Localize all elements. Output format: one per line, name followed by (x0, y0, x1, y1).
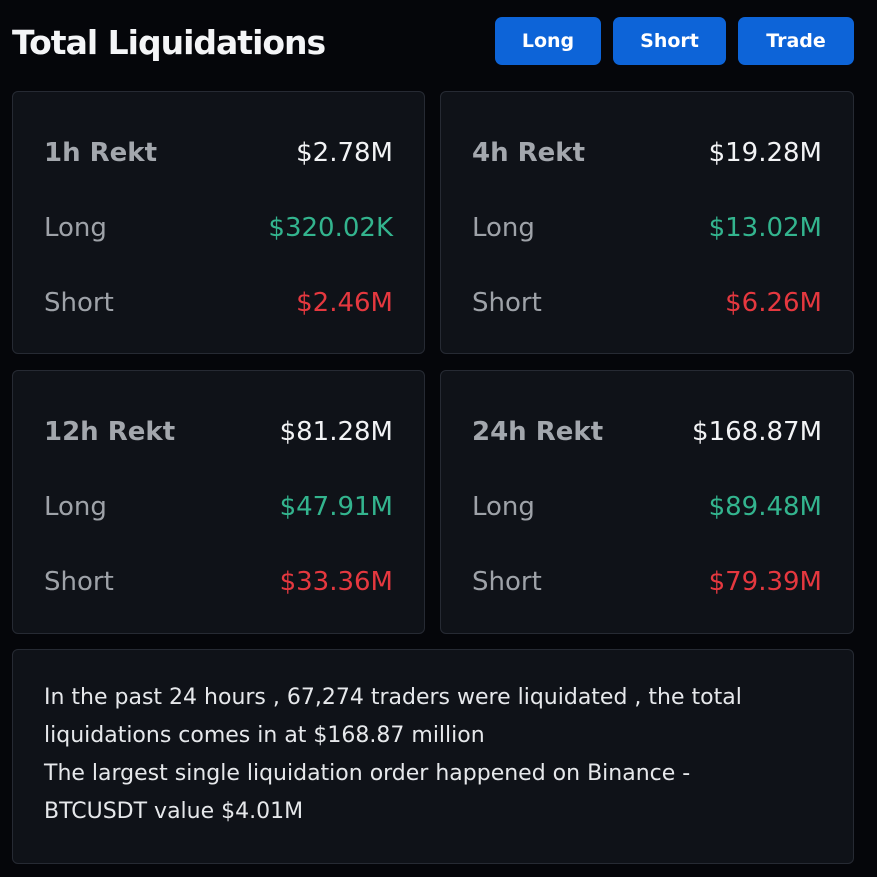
long-row: Long $320.02K (44, 208, 393, 248)
short-row: Short $2.46M (44, 283, 393, 323)
short-value: $33.36M (279, 567, 393, 597)
long-label: Long (472, 213, 535, 243)
short-label: Short (44, 567, 114, 597)
short-value: $6.26M (725, 288, 822, 318)
short-label: Short (472, 288, 542, 318)
long-value: $89.48M (708, 492, 822, 522)
short-label: Short (44, 288, 114, 318)
summary-panel: In the past 24 hours , 67,274 traders we… (12, 649, 854, 864)
total-row: 24h Rekt $168.87M (472, 412, 822, 452)
period-label: 1h Rekt (44, 138, 158, 168)
short-row: Short $79.39M (472, 562, 822, 602)
period-label: 24h Rekt (472, 417, 604, 447)
long-label: Long (472, 492, 535, 522)
period-label: 12h Rekt (44, 417, 176, 447)
long-value: $13.02M (708, 213, 822, 243)
long-label: Long (44, 213, 107, 243)
summary-line: In the past 24 hours , 67,274 traders we… (44, 685, 742, 710)
total-value: $2.78M (296, 138, 393, 168)
total-value: $81.28M (279, 417, 393, 447)
total-row: 4h Rekt $19.28M (472, 133, 822, 173)
total-value: $168.87M (692, 417, 822, 447)
header: Total Liquidations Long Short Trade (0, 0, 877, 84)
period-label: 4h Rekt (472, 138, 586, 168)
long-value: $320.02K (268, 213, 393, 243)
long-button[interactable]: Long (495, 17, 601, 65)
liquidation-card-4h: 4h Rekt $19.28M Long $13.02M Short $6.26… (440, 91, 854, 354)
long-row: Long $47.91M (44, 487, 393, 527)
short-row: Short $33.36M (44, 562, 393, 602)
short-button[interactable]: Short (613, 17, 726, 65)
short-label: Short (472, 567, 542, 597)
summary-line: BTCUSDT value $4.01M (44, 799, 304, 824)
liquidation-card-24h: 24h Rekt $168.87M Long $89.48M Short $79… (440, 370, 854, 634)
short-value: $79.39M (708, 567, 822, 597)
liquidation-card-12h: 12h Rekt $81.28M Long $47.91M Short $33.… (12, 370, 425, 634)
short-value: $2.46M (296, 288, 393, 318)
long-row: Long $13.02M (472, 208, 822, 248)
summary-line: liquidations comes in at $168.87 million (44, 723, 485, 748)
short-row: Short $6.26M (472, 283, 822, 323)
liquidation-card-1h: 1h Rekt $2.78M Long $320.02K Short $2.46… (12, 91, 425, 354)
total-row: 12h Rekt $81.28M (44, 412, 393, 452)
total-row: 1h Rekt $2.78M (44, 133, 393, 173)
long-value: $47.91M (279, 492, 393, 522)
summary-line: The largest single liquidation order hap… (44, 761, 691, 786)
long-row: Long $89.48M (472, 487, 822, 527)
page-title: Total Liquidations (12, 23, 326, 62)
total-value: $19.28M (708, 138, 822, 168)
trade-button[interactable]: Trade (738, 17, 854, 65)
long-label: Long (44, 492, 107, 522)
